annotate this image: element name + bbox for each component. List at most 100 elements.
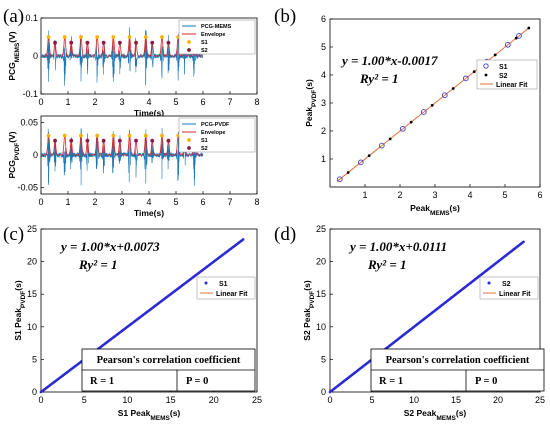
c-table-p: P = 0: [186, 376, 208, 387]
a_top-legend-label: PCG-MEMS: [201, 24, 232, 30]
a_top-xtick-label: 8: [254, 97, 259, 107]
a_top-legend-swatch: [187, 48, 191, 52]
b-s1-point: [420, 109, 427, 115]
a_bottom-legend-label: Envelope: [201, 130, 225, 136]
a_top-s1-point: [46, 35, 51, 39]
plots: 0 1 2 3 4 5 6 7 80.10-0.1Time(s)PCGMEMS(V)PCG-ME…: [7, 13, 545, 422]
b-xtick-label: 5: [502, 190, 507, 200]
a_bottom-xtick-label: 8: [254, 197, 259, 207]
a_bottom-legend-label: S2: [201, 146, 208, 152]
d-xtick-label: 5: [369, 395, 374, 405]
a_bottom-s1-point: [95, 133, 100, 138]
b-s2-point: [472, 70, 476, 74]
b-s2-point: [527, 26, 531, 30]
d-xtick-label: 10: [409, 395, 419, 405]
a_top-s1-point: [62, 35, 67, 39]
a_bottom-s1-point: [79, 133, 83, 138]
a_bottom-s2-point: [53, 138, 57, 143]
d-xtick-label: 20: [493, 395, 503, 405]
a_bottom-ytick-label: 0.05: [20, 118, 38, 128]
b-legend-label: Linear Fit: [496, 82, 528, 89]
d-r2: Ry² = 1: [367, 257, 407, 272]
d-ytick-label: 0: [321, 387, 326, 397]
a_bottom-s2-point: [101, 138, 106, 143]
c-ytick-label: 5: [32, 354, 37, 364]
a_top-xtick-label: 0: [38, 97, 43, 107]
a_bottom-xtick-label: 1: [65, 197, 70, 207]
b-s2-point: [430, 103, 434, 107]
d-table-p: P = 0: [475, 376, 497, 387]
c-xtick-label: 10: [122, 395, 132, 405]
b-s1-point: [399, 125, 406, 132]
d-table-title: Pearson's correlation coefficient: [386, 355, 530, 366]
a_top-s2-point: [117, 40, 122, 45]
d-equation: y = 1.00*x+0.0111: [348, 239, 447, 254]
c-legend-label: Linear Fit: [216, 291, 248, 298]
d-ytick-label: 10: [316, 322, 326, 332]
d-ytick-label: 15: [316, 289, 326, 299]
a_bottom-legend-swatch: [187, 146, 191, 150]
b-legend-label: S2: [499, 73, 508, 80]
a_top-xtick-label: 1: [65, 97, 70, 107]
b-xtick-label: 3: [432, 190, 437, 200]
panel-label-b: (b): [274, 6, 296, 27]
b-xlabel: PeakMEMS(s): [410, 203, 460, 217]
c-table-r: R = 1: [90, 376, 114, 387]
b-s2-point: [346, 171, 350, 174]
a_top-xlabel: Time(s): [134, 108, 164, 118]
c-point: [241, 238, 245, 241]
panel-label-d: (d): [274, 224, 296, 245]
a_top-s2-point: [134, 40, 138, 45]
a_top-xtick-label: 6: [200, 97, 205, 107]
b-s1-point: [441, 92, 448, 99]
b-s1-point: [462, 75, 469, 82]
a_top-ytick-label: 0.1: [25, 13, 38, 23]
a_top-s1-point: [111, 35, 116, 39]
c-ytick-label: 25: [27, 224, 37, 234]
c-xtick-label: 20: [209, 395, 219, 405]
b-legend-swatch: [484, 73, 488, 77]
b-s1-point: [378, 142, 385, 149]
a_top-s2-point: [101, 40, 106, 45]
b-xtick-label: 4: [467, 190, 472, 200]
c-r2: Ry² = 1: [78, 257, 118, 272]
d-ylabel: S2 PeakPVDF(s): [302, 280, 316, 341]
c-ytick-label: 15: [27, 289, 37, 299]
a_top-s1-point: [160, 35, 164, 39]
a_bottom-envelope-line: [41, 134, 203, 156]
a_top-s2-point: [69, 40, 74, 45]
c-ytick-label: 0: [32, 387, 37, 397]
c-ytick-label: 10: [27, 322, 37, 332]
a_top-s2-point: [53, 40, 57, 45]
a_top-legend-label: S1: [201, 40, 208, 46]
a_bottom-xtick-label: 4: [146, 197, 151, 207]
a_bottom-legend-label: PCG-PVDF: [201, 122, 230, 128]
a_top-ylabel: PCGMEMS(V): [7, 31, 21, 80]
a_bottom-s2-point: [150, 138, 155, 143]
c-ylabel: S1 PeakPVDF(s): [13, 280, 27, 341]
b-ytick-label: 4: [321, 70, 326, 80]
a_bottom-s1-point: [111, 133, 116, 138]
d-point: [522, 240, 525, 244]
a_bottom-s1-point: [62, 133, 67, 138]
b-equation: y = 1.00*x-0.0017: [340, 53, 438, 68]
b-xtick-label: 6: [537, 190, 542, 200]
a_top-legend-label: Envelope: [201, 32, 225, 38]
c-xtick-label: 5: [82, 395, 87, 405]
d-xlabel: S2 PeakMEMS(s): [404, 408, 467, 422]
a_top-legend-swatch: [187, 40, 191, 44]
a_bottom-xtick-label: 5: [173, 197, 178, 207]
a_bottom-s2-point: [69, 138, 74, 143]
b-s2-point: [388, 137, 392, 141]
d-legend-label: Linear Fit: [499, 291, 531, 298]
a_top-s1-point: [79, 35, 83, 39]
a_top-xtick-label: 5: [173, 97, 178, 107]
c-legend-label: S1: [219, 281, 228, 288]
a_bottom-s1-point: [46, 133, 51, 138]
a_bottom-s2-point: [134, 138, 138, 143]
a_top-s1-point: [143, 35, 148, 39]
b-legend-label: S1: [499, 64, 508, 71]
a_bottom-xtick-label: 6: [200, 197, 205, 207]
a_top-xtick-label: 4: [146, 97, 151, 107]
a_bottom-legend-swatch: [187, 138, 191, 142]
